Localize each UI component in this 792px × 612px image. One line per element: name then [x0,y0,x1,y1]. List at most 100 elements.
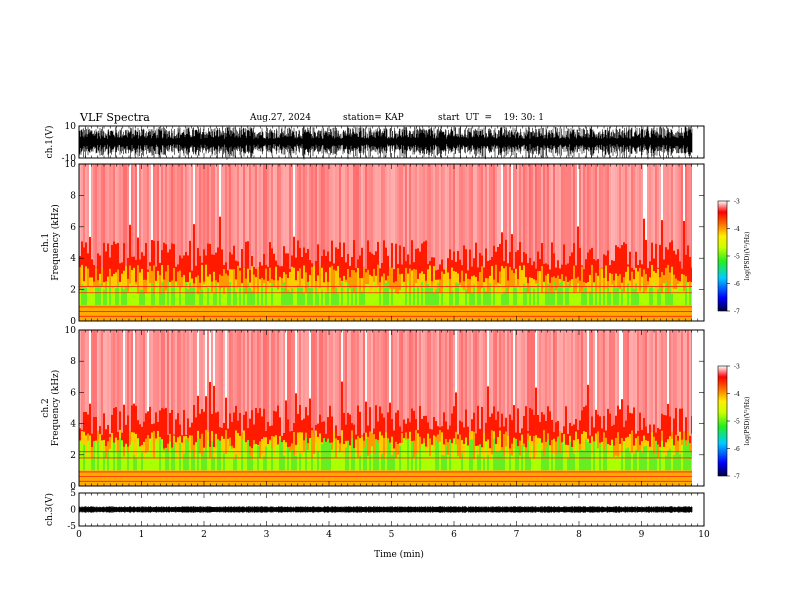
spectrogram-cell [623,242,625,287]
spectrogram-cell [547,283,549,306]
x-tick-label: 8 [576,530,582,540]
spectrogram-cell [423,305,425,321]
spectrogram-cell [259,283,261,306]
spectrogram-cell [451,164,453,261]
spectrogram-cell [433,470,435,486]
spectrogram-cell [443,305,445,321]
spectrogram-cell [287,447,289,471]
spectrogram-cell [185,330,187,435]
spectrogram-cell [607,164,609,251]
spectrogram-cell [683,291,685,306]
spectrogram-cell [451,330,453,414]
spectrogram-cell [245,278,247,296]
spectrogram-cell [431,305,433,321]
spectrogram-cell [329,164,331,262]
spectrogram-cell [463,164,465,246]
spectrogram-cell [147,411,149,452]
spectrogram-cell [419,251,421,287]
spectrogram-cell [139,164,141,260]
spectrogram-cell [433,266,435,296]
spectrogram-cell [501,413,503,452]
spectrogram-cell [679,431,681,462]
spectrogram-cell [371,470,373,486]
spectrogram-cell [515,286,517,306]
spectrogram-cell [357,293,359,306]
spectrogram-cell [473,284,475,306]
spectrogram-cell [297,240,299,287]
spectrogram-cell [607,408,609,452]
spectrogram-cell [209,470,211,486]
spectrogram-cell [673,164,675,251]
spectrogram-cell [407,282,409,306]
spectrogram-cell [587,164,589,253]
spectrogram-cell [277,289,279,306]
spectrogram-cell [345,262,347,287]
spectrogram-cell [461,330,463,423]
spectrogram-cell [541,412,543,452]
spectrogram-cell [251,330,253,411]
spectrogram-cell [429,438,431,462]
spectrogram-cell [563,287,565,306]
spectrogram-cell [489,259,491,287]
spectrogram-cell [505,305,507,321]
spectrogram-cell [333,293,335,306]
spectrogram-cell [487,293,489,306]
spectrogram-cell [481,406,483,452]
spectrogram-cell [485,164,487,249]
spectrogram-cell [173,268,175,296]
spectrogram-cell [403,419,405,452]
spectrogram-cell [477,305,479,321]
spectrogram-cell [477,470,479,486]
spectrogram-cell [187,418,189,452]
spectrogram-cell [565,164,567,265]
spectrogram-cell [383,164,385,241]
spectrogram-cell [577,164,579,227]
spectrogram-cell [411,305,413,321]
spectrogram-cell [417,286,419,306]
spectrogram-cell [319,470,321,486]
spectrogram-cell [671,164,673,241]
spectrogram-cell [261,455,263,471]
spectrogram-cell [397,410,399,452]
spectrogram-cell [513,164,515,269]
spectrogram-cell [519,440,521,462]
spectrogram-cell [487,164,489,262]
spectrogram-cell [583,330,585,407]
spectrogram-cell [165,164,167,245]
spectrogram-cell [451,470,453,486]
spectrogram-cell [157,283,159,306]
spectrogram-cell [243,305,245,321]
spectrogram-cell [543,470,545,486]
spectrogram-cell [123,305,125,321]
spectrogram-cell [627,470,629,486]
spectrogram-cell [153,305,155,321]
spectrogram-cell [355,470,357,486]
spectrogram-cell [495,470,497,486]
spectrogram-cell [93,264,95,287]
spectrogram-cell [661,440,663,471]
spectrogram-cell [531,409,533,452]
spectrogram-cell [109,164,111,258]
spectrogram-cell [687,164,689,246]
spectrogram-cell [463,427,465,452]
spectrogram-cell [525,330,527,407]
spectrogram-cell [237,459,239,471]
spectrogram-cell [311,457,313,471]
spectrogram-cell [187,255,189,287]
spectrogram-cell [237,470,239,486]
spectrogram-cell [383,330,385,418]
spectrogram-cell [421,444,423,471]
spectrogram-cell [557,470,559,486]
spectrogram-cell [291,164,293,256]
spectrogram-cell [173,286,175,306]
spectrogram-cell [135,305,137,321]
colorbar-tick-label: -6 [734,281,740,288]
spectrogram-cell [561,432,563,452]
spectrogram-cell [331,449,333,471]
spectrogram-cell [95,443,97,471]
spectrogram-cell [531,305,533,321]
ch3-waveform-trace [78,506,693,513]
spectrogram-cell [675,330,677,408]
spectrogram-cell [121,330,123,433]
spectrogram-cell [103,470,105,486]
